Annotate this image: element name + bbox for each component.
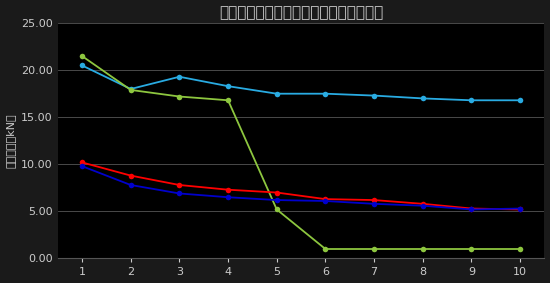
Title: 繰り返しの地震を想定した強度比較実験: 繰り返しの地震を想定した強度比較実験 — [219, 6, 383, 21]
Y-axis label: 最大荷重（kN）: 最大荷重（kN） — [6, 113, 15, 168]
